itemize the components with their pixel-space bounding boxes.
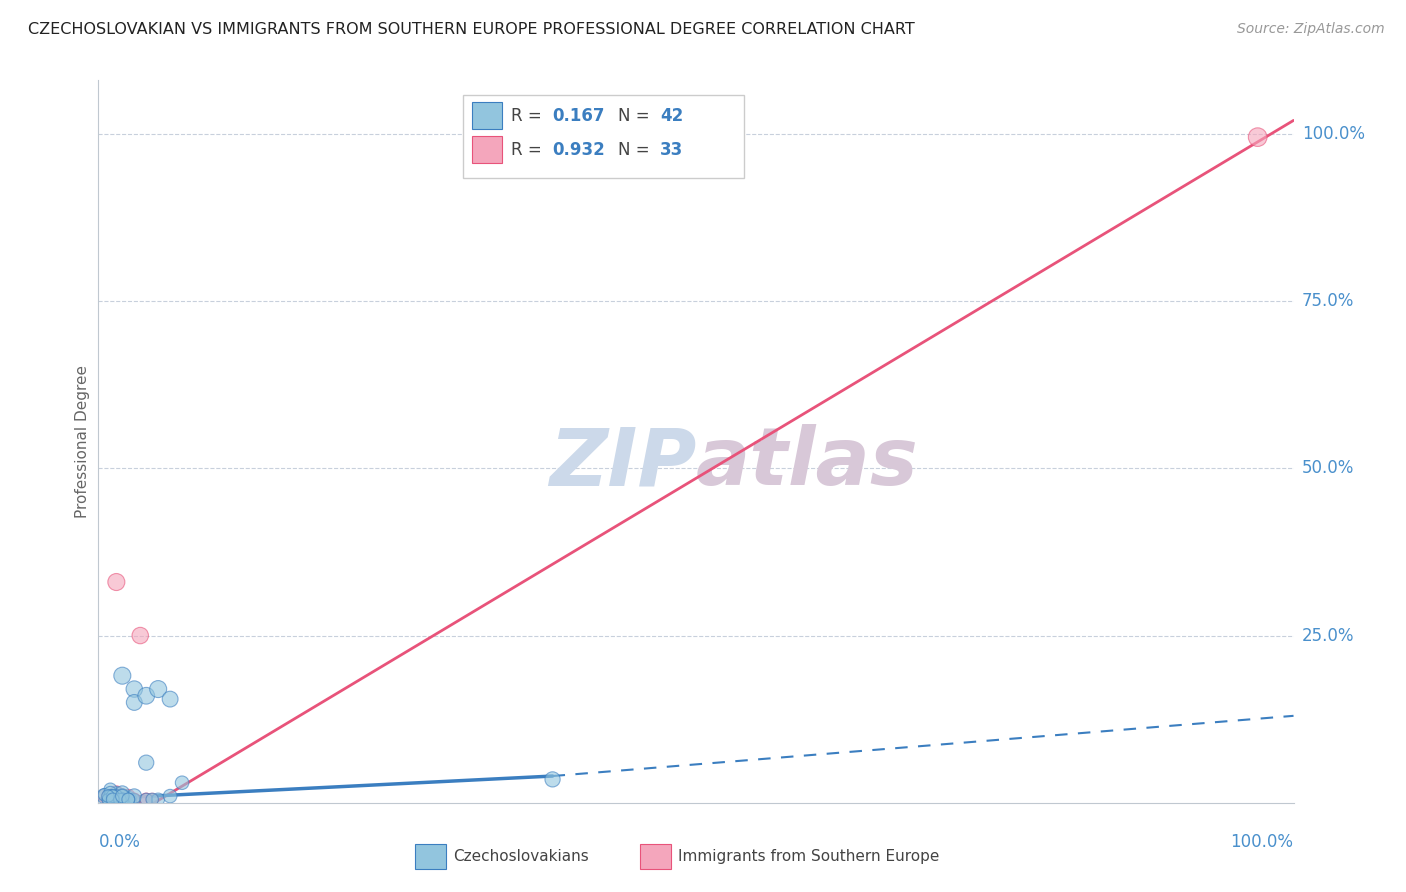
Point [117,789,139,804]
FancyBboxPatch shape [463,95,744,178]
Point [117,792,139,806]
Point [111,792,134,806]
Point [105,789,128,804]
Point [129,628,152,642]
Point [111,789,134,804]
Point [111,789,134,804]
Text: R =: R = [510,107,547,125]
Point [97,792,120,806]
Point [117,792,139,806]
Point [93,788,115,802]
Point [111,669,134,683]
Point [124,681,146,696]
Point [105,789,128,804]
Point [98,789,122,804]
Text: Immigrants from Southern Europe: Immigrants from Southern Europe [678,849,939,863]
Text: N =: N = [619,107,655,125]
Point [117,792,139,806]
Text: 0.932: 0.932 [553,141,606,159]
Point [159,692,181,706]
Text: 100.0%: 100.0% [1302,125,1365,143]
Point [101,789,124,804]
Point [93,789,115,804]
Point [97,789,120,804]
Point [117,792,139,806]
Point [111,786,134,800]
Text: N =: N = [619,141,655,159]
Point [97,792,120,806]
Point [101,792,124,806]
Point [141,792,163,806]
Point [111,792,134,806]
Point [172,776,194,790]
Point [148,681,170,696]
Text: Czechoslovakians: Czechoslovakians [453,849,589,863]
Point [101,792,124,806]
Point [124,792,146,806]
Point [111,789,134,804]
Point [124,789,146,804]
Text: 0.0%: 0.0% [98,833,141,851]
Point [97,792,120,806]
Point [124,792,146,806]
Point [111,792,134,806]
Point [124,792,146,806]
Text: 100.0%: 100.0% [1230,833,1294,851]
Point [105,789,128,804]
Point [97,789,120,804]
Text: R =: R = [510,141,547,159]
Point [93,789,115,804]
Point [98,792,122,806]
FancyBboxPatch shape [472,102,502,129]
Text: Source: ZipAtlas.com: Source: ZipAtlas.com [1237,22,1385,37]
Point [111,789,134,804]
Point [101,789,124,804]
Point [98,782,122,797]
Point [105,792,128,806]
Text: 42: 42 [661,107,683,125]
Point [117,792,139,806]
Point [135,792,157,806]
Point [541,772,564,787]
Point [111,789,134,804]
Text: 33: 33 [661,141,683,159]
Point [111,789,134,804]
Point [141,792,163,806]
Point [101,792,124,806]
Point [117,792,139,806]
Point [111,789,134,804]
Point [108,792,131,806]
Point [159,789,181,804]
Point [111,789,134,804]
Point [111,789,134,804]
Point [135,689,157,703]
Text: atlas: atlas [696,425,918,502]
Point [1247,130,1270,145]
Point [124,696,146,710]
Text: 0.167: 0.167 [553,107,605,125]
Point [98,792,122,806]
Point [135,792,157,806]
Point [105,786,128,800]
Text: 50.0%: 50.0% [1302,459,1354,477]
Point [98,792,122,806]
Point [135,792,157,806]
Point [98,786,122,800]
Point [97,789,120,804]
Text: 25.0%: 25.0% [1302,626,1354,645]
FancyBboxPatch shape [472,136,502,163]
Text: ZIP: ZIP [548,425,696,502]
Point [117,792,139,806]
Point [148,792,170,806]
Point [101,792,124,806]
Y-axis label: Professional Degree: Professional Degree [75,365,90,518]
Point [101,789,124,804]
Text: CZECHOSLOVAKIAN VS IMMIGRANTS FROM SOUTHERN EUROPE PROFESSIONAL DEGREE CORRELATI: CZECHOSLOVAKIAN VS IMMIGRANTS FROM SOUTH… [28,22,915,37]
Point [135,756,157,770]
Text: 75.0%: 75.0% [1302,292,1354,310]
Point [111,789,134,804]
Point [105,575,128,590]
Point [97,792,120,806]
Point [105,786,128,800]
